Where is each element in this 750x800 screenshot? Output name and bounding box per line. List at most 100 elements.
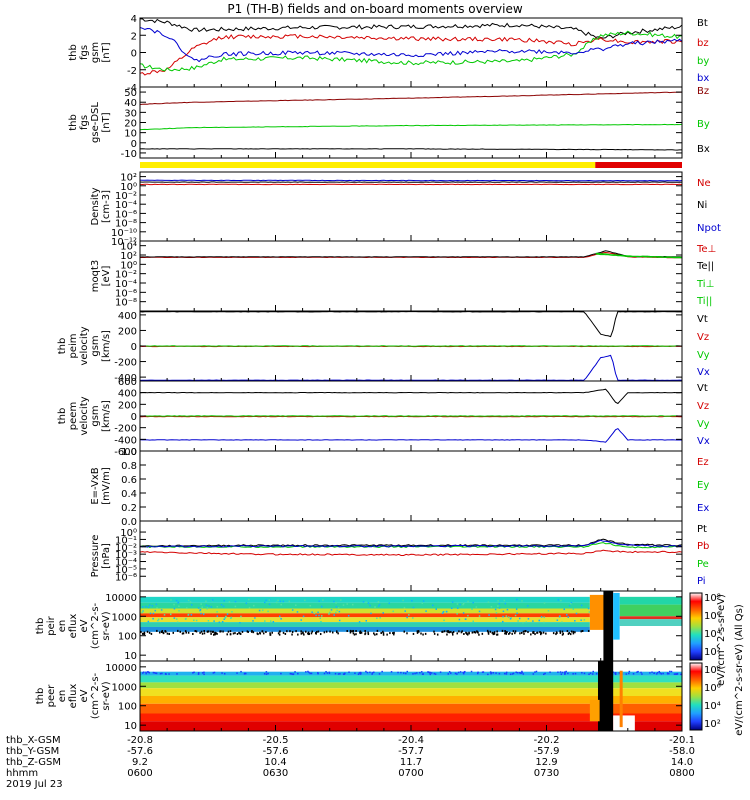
ion-speckle-111 bbox=[246, 630, 249, 633]
electron-speckle-185 bbox=[165, 673, 167, 675]
ion-speckle-51 bbox=[305, 630, 307, 633]
series-2-Npot bbox=[140, 179, 682, 182]
ion-noise-251 bbox=[218, 621, 221, 624]
series-7-Pi bbox=[140, 539, 682, 548]
ion-noise-239 bbox=[388, 602, 391, 605]
ion-speckle-56 bbox=[458, 630, 460, 633]
ylabel-0: thb fgs gsm [nT] bbox=[68, 42, 112, 63]
ion-speckle-24 bbox=[307, 631, 310, 634]
ion-noise-175 bbox=[176, 621, 179, 624]
ion-speckle-12 bbox=[307, 632, 309, 635]
ion-noise-250 bbox=[471, 608, 473, 610]
electron-speckle-51 bbox=[357, 673, 360, 676]
ion-noise-208 bbox=[376, 617, 378, 619]
ion-noise-67 bbox=[157, 619, 159, 622]
electron-speckle-3 bbox=[670, 670, 673, 673]
ion-noise-167 bbox=[458, 618, 461, 621]
electron-speckle-173 bbox=[543, 673, 545, 676]
ion-noise-187 bbox=[495, 612, 498, 614]
electron-speckle-192 bbox=[240, 670, 242, 673]
ion-speckle-181 bbox=[380, 632, 382, 635]
panel-frame-1 bbox=[139, 86, 683, 159]
series-1-By bbox=[140, 123, 682, 131]
ion-speckle-0 bbox=[489, 630, 492, 633]
ion-noise-216 bbox=[517, 620, 519, 622]
ion-noise-252 bbox=[328, 613, 330, 615]
ion-noise-68 bbox=[587, 607, 590, 610]
ion-noise-199 bbox=[347, 614, 350, 617]
ion-speckle-32 bbox=[278, 630, 281, 633]
ytick-label-9-3: 10 bbox=[124, 721, 137, 732]
ion-speckle-244 bbox=[572, 632, 575, 635]
ion-noise-80 bbox=[280, 603, 282, 606]
ion-speckle-162 bbox=[219, 630, 221, 633]
ion-speckle-137 bbox=[346, 630, 348, 633]
ytick-label-1-0: 50 bbox=[124, 88, 137, 99]
ion-noise-173 bbox=[175, 599, 178, 602]
ion-speckle-254 bbox=[331, 631, 334, 634]
ytick-label-4-1: 200 bbox=[118, 326, 137, 337]
ion-noise-224 bbox=[240, 615, 242, 618]
ion-speckle-164 bbox=[215, 632, 218, 635]
legend-3-3: Ti|| bbox=[696, 296, 712, 307]
ion-noise-59 bbox=[338, 619, 341, 622]
electron-speckle-26 bbox=[339, 673, 341, 675]
ylabel-6: E=-VxB [mV/m] bbox=[90, 467, 112, 505]
ion-noise-237 bbox=[518, 617, 521, 620]
ion-noise-147 bbox=[142, 610, 144, 613]
electron-speckle-52 bbox=[535, 670, 538, 673]
ion-noise-218 bbox=[321, 615, 323, 617]
ion-speckle-165 bbox=[512, 630, 515, 633]
x-value-2-3: 12.9 bbox=[535, 757, 557, 768]
electron-speckle-101 bbox=[400, 671, 402, 674]
ion-noise-63 bbox=[154, 609, 157, 612]
ion-speckle-204 bbox=[569, 633, 572, 636]
ion-speckle-113 bbox=[392, 632, 394, 635]
x-value-3-4: 0800 bbox=[669, 768, 694, 779]
electron-speckle-10 bbox=[378, 673, 381, 675]
electron-speckle-84 bbox=[447, 673, 450, 675]
ion-speckle-166 bbox=[422, 633, 424, 636]
x-value-2-0: 9.2 bbox=[132, 757, 148, 768]
ylabel-line-0-3: [nT] bbox=[101, 42, 112, 62]
ion-noise-140 bbox=[442, 611, 445, 613]
ytick-label-2-1: 10⁰ bbox=[120, 182, 137, 193]
electron-speckle-27 bbox=[343, 673, 346, 675]
ylabel-line-6-0: E=-VxB bbox=[90, 467, 101, 504]
electron-speckle-181 bbox=[429, 671, 432, 674]
ylabel-line-5-0: thb bbox=[57, 408, 68, 425]
ion-speckle-138 bbox=[534, 633, 536, 636]
electron-speckle-117 bbox=[592, 670, 594, 673]
ion-noise-196 bbox=[311, 611, 313, 613]
electron-speckle-1 bbox=[152, 671, 155, 674]
ion-speckle-45 bbox=[262, 632, 265, 635]
ion-noise-40 bbox=[503, 599, 506, 602]
electron-speckle-110 bbox=[305, 671, 307, 673]
ion-band-3 bbox=[140, 613, 590, 618]
ytick-label-7-4: 10⁻⁴ bbox=[115, 558, 137, 569]
ion-speckle-253 bbox=[177, 629, 179, 632]
ylabel-line-3-0: moqt3 bbox=[90, 260, 101, 293]
colorbar-rect-1 bbox=[689, 662, 703, 731]
ion-speckle-237 bbox=[492, 633, 495, 636]
ylabel-line-4-0: thb bbox=[57, 338, 68, 355]
legend-0-2: by bbox=[697, 56, 709, 67]
ion-speckle-218 bbox=[487, 632, 490, 635]
ion-speckle-171 bbox=[271, 631, 273, 634]
ion-speckle-177 bbox=[376, 633, 378, 636]
ion-noise-206 bbox=[320, 621, 322, 623]
ion-noise-70 bbox=[575, 612, 578, 615]
ion-speckle-251 bbox=[269, 633, 271, 636]
electron-speckle-33 bbox=[512, 672, 515, 675]
ion-speckle-213 bbox=[315, 630, 318, 633]
ion-noise-203 bbox=[498, 602, 501, 605]
ion-speckle-209 bbox=[559, 631, 562, 634]
ion-noise-110 bbox=[163, 614, 166, 616]
ion-speckle-208 bbox=[486, 629, 489, 632]
ion-noise-95 bbox=[378, 603, 381, 606]
ion-speckle-66 bbox=[179, 630, 182, 633]
electron-speckle-12 bbox=[405, 672, 407, 675]
ion-noise-74 bbox=[561, 621, 563, 624]
electron-speckle-49 bbox=[595, 672, 598, 675]
